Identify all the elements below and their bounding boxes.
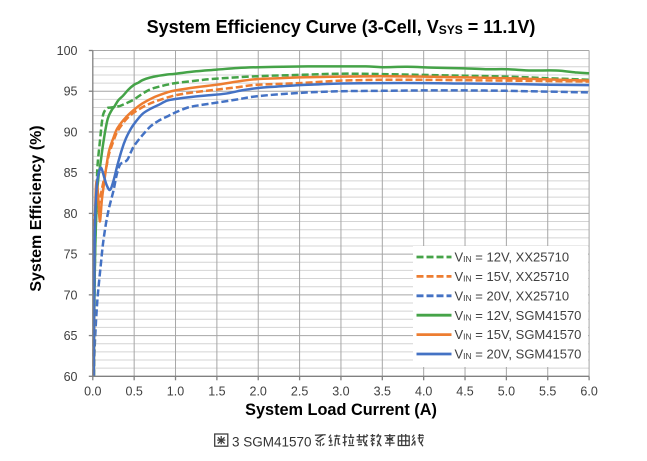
svg-text:System Load Current (A): System Load Current (A) <box>245 401 437 419</box>
svg-text:60: 60 <box>64 370 78 384</box>
svg-text:5.5: 5.5 <box>539 384 556 398</box>
svg-text:1.0: 1.0 <box>167 384 184 398</box>
svg-text:3.5: 3.5 <box>374 384 391 398</box>
svg-text:1.5: 1.5 <box>208 384 225 398</box>
svg-text:System Efficiency (%): System Efficiency (%) <box>28 125 45 291</box>
svg-text:VIN = 15V, SGM41570: VIN = 15V, SGM41570 <box>455 327 582 342</box>
svg-text:80: 80 <box>64 207 78 221</box>
svg-text:90: 90 <box>64 125 78 139</box>
svg-text:4.5: 4.5 <box>456 384 473 398</box>
svg-text:100: 100 <box>57 44 78 58</box>
svg-text:2.0: 2.0 <box>250 384 267 398</box>
svg-text:85: 85 <box>64 166 78 180</box>
svg-text:70: 70 <box>64 288 78 302</box>
svg-text:4.0: 4.0 <box>415 384 432 398</box>
svg-text:0.5: 0.5 <box>126 384 143 398</box>
svg-text:95: 95 <box>64 85 78 99</box>
svg-text:3 SGM41570: 3 SGM41570 <box>232 435 312 450</box>
svg-text:0.0: 0.0 <box>84 384 101 398</box>
svg-text:5.0: 5.0 <box>498 384 515 398</box>
svg-text:System Efficiency Curve (3-Cel: System Efficiency Curve (3-Cell, VSYS = … <box>147 17 536 37</box>
svg-text:65: 65 <box>64 329 78 343</box>
svg-text:2.5: 2.5 <box>291 384 308 398</box>
svg-text:VIN = 20V, SGM41570: VIN = 20V, SGM41570 <box>455 347 582 362</box>
svg-text:6.0: 6.0 <box>580 384 597 398</box>
svg-text:VIN = 20V, XX25710: VIN = 20V, XX25710 <box>455 288 570 303</box>
svg-text:VIN = 12V, XX25710: VIN = 12V, XX25710 <box>455 250 570 265</box>
svg-text:VIN = 12V, SGM41570: VIN = 12V, SGM41570 <box>455 308 582 323</box>
svg-text:75: 75 <box>64 248 78 262</box>
svg-text:VIN = 15V, XX25710: VIN = 15V, XX25710 <box>455 269 570 284</box>
svg-text:3.0: 3.0 <box>332 384 349 398</box>
